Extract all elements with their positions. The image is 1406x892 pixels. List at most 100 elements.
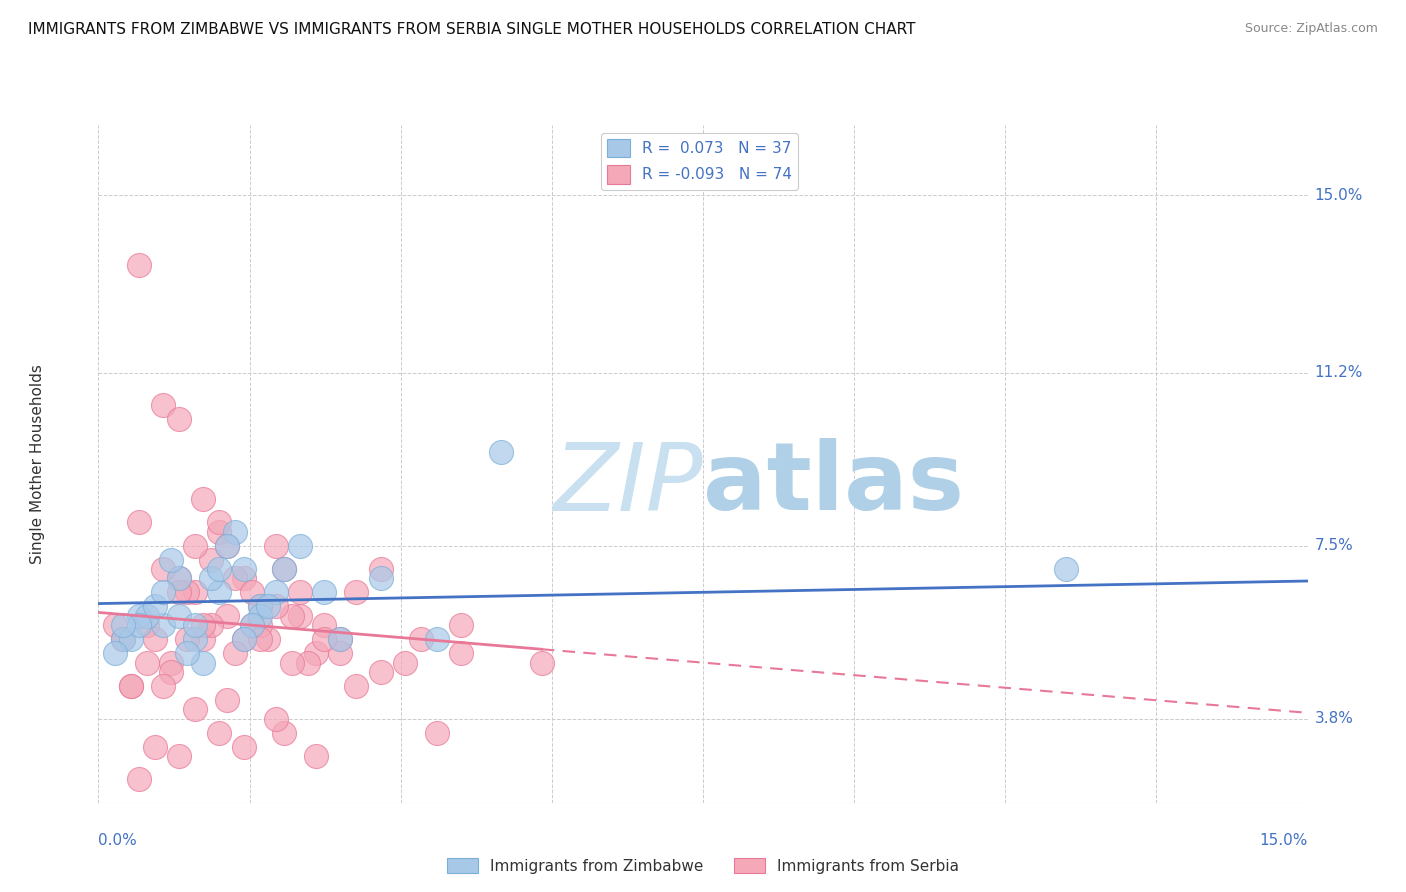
Point <box>264 599 287 614</box>
Text: 3.8%: 3.8% <box>1315 711 1354 726</box>
Point <box>184 632 207 647</box>
Point <box>120 679 142 693</box>
Point <box>264 539 287 553</box>
Text: ZIP: ZIP <box>554 439 703 530</box>
Point <box>128 618 150 632</box>
Point <box>264 585 287 599</box>
Point <box>120 632 142 647</box>
Point <box>426 632 449 647</box>
Text: Source: ZipAtlas.com: Source: ZipAtlas.com <box>1244 22 1378 36</box>
Point <box>111 632 134 647</box>
Point <box>184 618 207 632</box>
Legend: R =  0.073   N = 37, R = -0.093   N = 74: R = 0.073 N = 37, R = -0.093 N = 74 <box>600 133 799 190</box>
Text: Single Mother Households: Single Mother Households <box>31 364 45 564</box>
Point <box>256 632 278 647</box>
Point <box>167 749 190 764</box>
Point <box>232 562 254 576</box>
Point <box>217 539 239 553</box>
Point <box>450 618 472 632</box>
Point <box>135 656 157 670</box>
Point <box>314 632 336 647</box>
Point <box>135 618 157 632</box>
Point <box>193 491 215 506</box>
Point <box>305 646 328 660</box>
Point <box>288 585 311 599</box>
Point <box>344 679 367 693</box>
Point <box>152 398 174 412</box>
Point <box>232 632 254 647</box>
Point <box>143 599 166 614</box>
Point <box>152 618 174 632</box>
Point <box>232 632 254 647</box>
Legend: Immigrants from Zimbabwe, Immigrants from Serbia: Immigrants from Zimbabwe, Immigrants fro… <box>441 852 965 880</box>
Point <box>409 632 432 647</box>
Point <box>167 412 190 426</box>
Point <box>305 749 328 764</box>
Point <box>176 646 198 660</box>
Text: 15.0%: 15.0% <box>1260 833 1308 848</box>
Point <box>208 585 231 599</box>
Point <box>160 656 183 670</box>
Point <box>200 571 222 585</box>
Text: 7.5%: 7.5% <box>1315 538 1353 553</box>
Text: atlas: atlas <box>703 438 965 530</box>
Text: 0.0%: 0.0% <box>98 833 138 848</box>
Point <box>329 632 352 647</box>
Point <box>200 552 222 566</box>
Point <box>103 646 125 660</box>
Point <box>232 571 254 585</box>
Point <box>184 539 207 553</box>
Point <box>200 618 222 632</box>
Point <box>450 646 472 660</box>
Point <box>152 585 174 599</box>
Point <box>288 539 311 553</box>
Point <box>217 539 239 553</box>
Point <box>426 725 449 739</box>
Point <box>344 585 367 599</box>
Point <box>160 552 183 566</box>
Point <box>249 599 271 614</box>
Point <box>370 665 392 679</box>
Point <box>1054 562 1077 576</box>
Point <box>240 618 263 632</box>
Point <box>143 632 166 647</box>
Point <box>152 679 174 693</box>
Point <box>152 562 174 576</box>
Point <box>184 702 207 716</box>
Text: 11.2%: 11.2% <box>1315 365 1362 380</box>
Point <box>314 585 336 599</box>
Point <box>193 618 215 632</box>
Point <box>264 712 287 726</box>
Point <box>193 656 215 670</box>
Point <box>208 562 231 576</box>
Point <box>249 618 271 632</box>
Point <box>288 608 311 623</box>
Point <box>128 258 150 272</box>
Point <box>120 679 142 693</box>
Point <box>167 571 190 585</box>
Text: IMMIGRANTS FROM ZIMBABWE VS IMMIGRANTS FROM SERBIA SINGLE MOTHER HOUSEHOLDS CORR: IMMIGRANTS FROM ZIMBABWE VS IMMIGRANTS F… <box>28 22 915 37</box>
Point <box>329 632 352 647</box>
Point <box>143 739 166 754</box>
Point <box>103 618 125 632</box>
Point <box>167 571 190 585</box>
Point <box>208 516 231 530</box>
Point <box>176 632 198 647</box>
Point <box>370 562 392 576</box>
Point <box>329 646 352 660</box>
Point <box>128 608 150 623</box>
Point <box>167 585 190 599</box>
Point <box>297 656 319 670</box>
Point <box>217 693 239 707</box>
Point <box>176 585 198 599</box>
Point <box>256 599 278 614</box>
Point <box>273 562 295 576</box>
Point <box>314 618 336 632</box>
Point <box>273 562 295 576</box>
Point <box>273 725 295 739</box>
Point <box>240 585 263 599</box>
Point <box>224 646 246 660</box>
Point <box>208 725 231 739</box>
Point <box>208 524 231 539</box>
Point <box>160 665 183 679</box>
